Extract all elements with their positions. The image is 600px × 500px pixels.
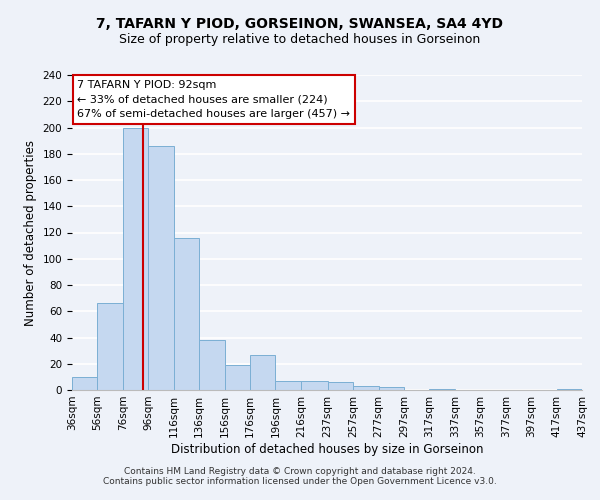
Bar: [224, 365, 250, 390]
Bar: [379, 388, 404, 390]
Text: 7 TAFARN Y PIOD: 92sqm
← 33% of detached houses are smaller (224)
67% of semi-de: 7 TAFARN Y PIOD: 92sqm ← 33% of detached…: [77, 80, 350, 120]
Bar: [557, 388, 582, 390]
Bar: [275, 381, 301, 390]
Bar: [123, 128, 148, 390]
Text: Contains public sector information licensed under the Open Government Licence v3: Contains public sector information licen…: [103, 477, 497, 486]
Y-axis label: Number of detached properties: Number of detached properties: [24, 140, 37, 326]
Bar: [72, 377, 97, 390]
Bar: [250, 354, 275, 390]
Bar: [301, 381, 328, 390]
Text: Size of property relative to detached houses in Gorseinon: Size of property relative to detached ho…: [119, 32, 481, 46]
Bar: [148, 146, 174, 390]
X-axis label: Distribution of detached houses by size in Gorseinon: Distribution of detached houses by size …: [171, 442, 483, 456]
Text: Contains HM Land Registry data © Crown copyright and database right 2024.: Contains HM Land Registry data © Crown c…: [124, 467, 476, 476]
Bar: [174, 238, 199, 390]
Bar: [430, 388, 455, 390]
Bar: [328, 382, 353, 390]
Bar: [199, 340, 224, 390]
Bar: [97, 304, 123, 390]
Text: 7, TAFARN Y PIOD, GORSEINON, SWANSEA, SA4 4YD: 7, TAFARN Y PIOD, GORSEINON, SWANSEA, SA…: [97, 18, 503, 32]
Bar: [353, 386, 379, 390]
